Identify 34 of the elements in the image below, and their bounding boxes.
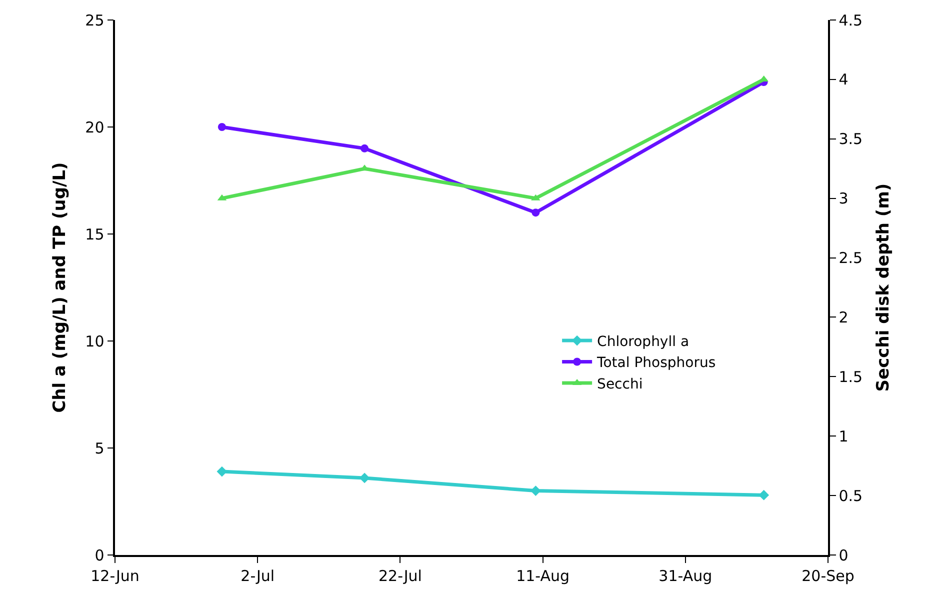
y-tick-label: 0: [94, 546, 104, 564]
x-tick-label: 22-Jul: [378, 566, 422, 585]
legend-label: Total Phosphorus: [596, 355, 716, 372]
point: [360, 144, 369, 152]
y-tick-label: 5: [94, 439, 104, 458]
y2-tick-label: 3: [838, 190, 848, 208]
y2-axis-title: Secchi disk depth (m): [874, 183, 894, 392]
point: [218, 123, 226, 131]
x-tick-label: 20-Sep: [802, 566, 854, 585]
point: [530, 486, 541, 496]
point: [532, 208, 540, 217]
legend-label: Chlorophyll a: [597, 334, 690, 350]
y-axis-title: Chl a (mg/L) and TP (ug/L): [50, 162, 70, 413]
y2-tick-label: 4: [838, 70, 848, 89]
y2-tick-label: 1: [838, 427, 848, 446]
point: [359, 472, 370, 484]
point: [216, 466, 228, 477]
y-tick-label: 20: [85, 118, 104, 136]
y2-tick-label: 3.5: [838, 130, 863, 148]
point: [758, 490, 770, 500]
y2-tick-label: 1.5: [838, 368, 863, 386]
y-tick-label: 10: [85, 332, 104, 350]
legend-label: Secchi: [597, 376, 643, 392]
x-tick-label: 2-Jul: [240, 566, 275, 585]
y2-tick-label: 2: [838, 308, 848, 326]
y-tick-label: 25: [85, 11, 104, 30]
y2-tick-label: 0: [838, 546, 848, 564]
x-tick-label: 12-Jun: [90, 566, 140, 585]
y2-tick-label: 0.5: [838, 486, 863, 505]
x-tick-label: 31-Aug: [658, 566, 712, 585]
y2-tick-label: 2.5: [838, 249, 863, 268]
x-tick-label: 11-Aug: [516, 566, 570, 585]
y2-tick-label: 4.5: [838, 11, 863, 30]
y-tick-label: 15: [85, 225, 104, 244]
